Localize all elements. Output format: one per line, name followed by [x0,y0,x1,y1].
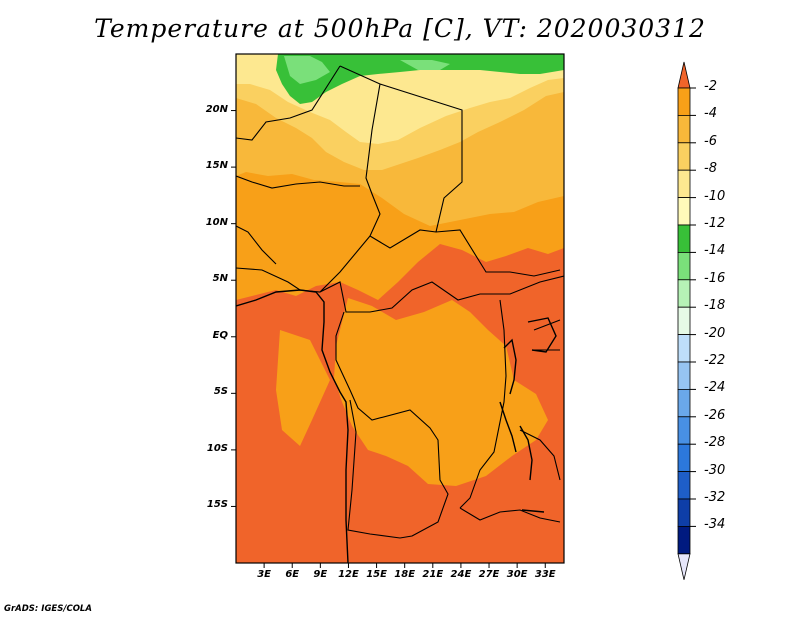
colorbar-label: -12 [704,216,726,231]
colorbar-label: -22 [704,353,726,368]
colorbar-label: -16 [704,270,726,286]
colorbar-segment [677,526,691,555]
colorbar-segment [677,334,691,363]
colorbar [677,61,696,580]
colorbar-label: -2 [704,79,717,94]
colorbar-segment [677,279,691,308]
colorbar-segment [677,306,691,336]
footer-credit: GrADS: IGES/COLA [4,604,92,614]
colorbar-label: -10 [704,188,726,204]
colorbar-segment [677,388,691,418]
colorbar-bottom-arrow [677,553,691,580]
colorbar-top-arrow [677,61,691,89]
colorbar-label: -18 [704,298,726,314]
x-tick-label: 18E [394,569,416,580]
field-band-m15 [284,56,450,84]
x-tick-label: 24E [450,569,472,580]
x-tick-label: 21E [422,569,444,580]
colorbar-label: -8 [704,161,717,177]
colorbar-segment [677,197,691,226]
y-tick-label: 10S [206,442,228,454]
colorbar-segment [677,443,691,473]
colorbar-label: -6 [704,133,717,149]
y-tick-label: 15N [205,160,228,172]
y-tick-label: 20N [205,103,228,115]
colorbar-segment [677,361,691,390]
colorbar-segment [677,224,691,253]
y-tick-label: 15S [206,499,228,511]
coast-lines [236,289,557,563]
colorbar-label: -32 [704,490,726,505]
map-title: Temperature at 500hPa [C], VT: 202003031… [94,14,706,43]
border-lines [236,65,564,539]
colorbar-label: -30 [704,462,726,478]
y-tick-label: 5N [212,273,228,285]
country-borders [236,65,564,539]
colorbar-segment [677,251,691,281]
x-tick-label: 27E [478,569,500,580]
field-band-m13 [276,54,564,104]
colorbar-segment [677,498,691,527]
x-tick-label: 6E [285,569,300,580]
y-tick-label: 5S [213,386,228,398]
x-tick-label: 33E [534,569,556,580]
colorbar-label: -24 [704,380,726,396]
colorbar-segment [677,169,691,198]
temperature-field [236,54,564,563]
x-tick-label: 12E [338,569,359,580]
colorbar-label: -26 [704,407,726,423]
axis-ticks [231,110,546,568]
y-tick-label: EQ [212,329,228,341]
y-tick-label: 10N [205,216,228,228]
map-frame [235,53,565,564]
colorbar-label: -4 [704,106,717,122]
colorbar-segment [677,471,691,500]
x-tick-label: 15E [366,569,387,580]
x-tick-label: 9E [313,569,328,580]
colorbar-label: -34 [704,517,726,533]
colorbar-segment [677,115,691,144]
colorbar-label: -28 [704,435,726,451]
colorbar-segment [677,142,691,171]
colorbar-segment [677,416,691,445]
colorbar-label: -20 [704,325,726,341]
x-tick-label: 3E [257,569,271,580]
x-tick-label: 30E [506,569,528,580]
coastline [236,289,557,563]
colorbar-segment [677,87,691,116]
colorbar-label: -14 [704,243,726,259]
